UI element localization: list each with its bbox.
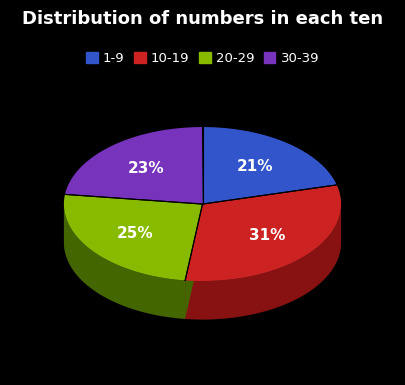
Polygon shape — [64, 204, 185, 319]
Polygon shape — [185, 204, 341, 320]
Legend: 1-9, 10-19, 20-29, 30-39: 1-9, 10-19, 20-29, 30-39 — [81, 47, 324, 70]
Polygon shape — [64, 194, 202, 280]
Text: 25%: 25% — [116, 226, 153, 241]
Polygon shape — [202, 127, 337, 204]
Polygon shape — [185, 185, 341, 281]
Polygon shape — [65, 127, 202, 204]
Text: 23%: 23% — [127, 161, 164, 176]
Polygon shape — [185, 204, 202, 319]
Text: 31%: 31% — [249, 228, 285, 243]
Polygon shape — [185, 204, 202, 319]
Text: 21%: 21% — [237, 159, 273, 174]
Polygon shape — [64, 166, 341, 320]
Text: Distribution of numbers in each ten: Distribution of numbers in each ten — [22, 10, 383, 28]
